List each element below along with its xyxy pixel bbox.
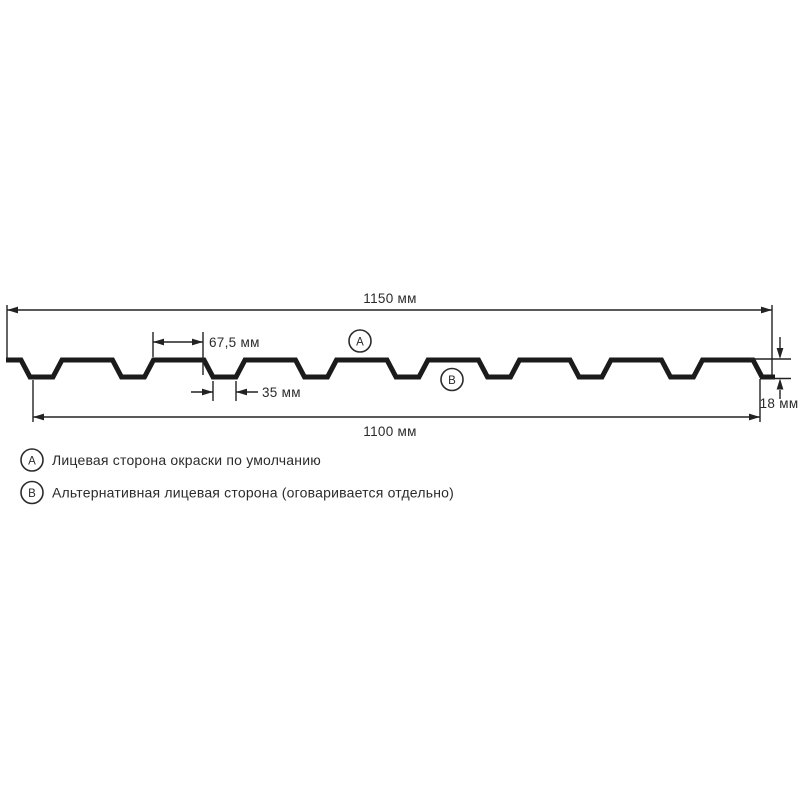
arrow-up-icon	[776, 378, 784, 390]
profile-outline	[6, 357, 775, 380]
dimension-rib-bottom: 35 мм	[191, 381, 301, 401]
arrow-left-icon	[236, 388, 247, 396]
arrow-right-icon	[761, 306, 772, 314]
dimension-overall-width: 1150 мм	[6, 291, 773, 375]
arrow-left-icon	[33, 413, 44, 421]
marker-a-letter: А	[356, 337, 364, 349]
dimension-profile-height: 18 мм	[750, 337, 798, 411]
legend-item-b: В Альтернативная лицевая сторона (оговар…	[20, 480, 454, 505]
rib-bottom-label: 35 мм	[262, 385, 301, 400]
top-flange-label: 67,5 мм	[209, 335, 260, 350]
marker-b-circle	[440, 367, 464, 392]
profile-height-label: 18 мм	[760, 396, 799, 411]
legend-b-circle	[20, 480, 44, 505]
marker-b: В	[440, 367, 464, 392]
arrow-left-icon	[153, 338, 164, 346]
arrow-right-icon	[202, 388, 213, 396]
arrow-right-icon	[749, 413, 760, 421]
legend-a-label: Лицевая сторона окраски по умолчанию	[52, 452, 321, 468]
overall-width-label: 1150 мм	[363, 291, 416, 306]
arrow-left-icon	[7, 306, 18, 314]
marker-a-circle	[348, 329, 372, 353]
legend: А Лицевая сторона окраски по умолчанию В…	[20, 448, 454, 505]
marker-b-letter: В	[448, 375, 456, 387]
legend-b-letter: В	[28, 488, 36, 500]
working-width-label: 1100 мм	[363, 424, 416, 439]
dimension-top-flange: 67,5 мм	[152, 332, 260, 375]
arrow-down-icon	[776, 348, 784, 359]
legend-b-label: Альтернативная лицевая сторона (оговарив…	[52, 485, 454, 501]
legend-a-letter: А	[28, 456, 36, 468]
marker-a: А	[348, 329, 372, 353]
dimension-working-width: 1100 мм	[32, 379, 761, 439]
legend-item-a: А Лицевая сторона окраски по умолчанию	[20, 448, 321, 472]
arrow-right-icon	[192, 338, 203, 346]
legend-a-circle	[20, 448, 44, 472]
sheet-profile	[6, 357, 775, 380]
